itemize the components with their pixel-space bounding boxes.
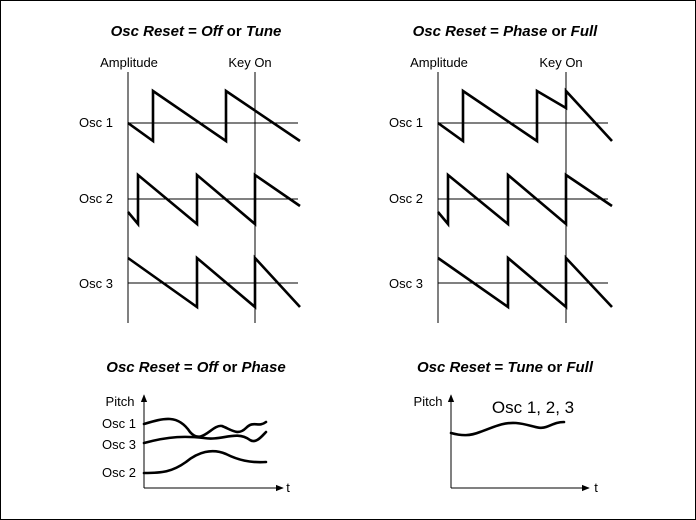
- osc-3-wave: [127, 254, 301, 310]
- amplitude-label: Amplitude: [100, 55, 158, 70]
- panel-title: Osc Reset = Tune or Full: [417, 359, 594, 376]
- osc-1-label: Osc 1: [389, 115, 423, 130]
- panel-bottom-right: Osc Reset = Tune or Full Pitch t Osc 1, …: [414, 359, 599, 495]
- osc-2-label: Osc 2: [389, 191, 423, 206]
- osc-3-label: Osc 3: [79, 276, 113, 291]
- osc-2-wave: [437, 172, 613, 228]
- osc-2-wave: [127, 172, 301, 228]
- osc-3-label: Osc 3: [102, 437, 136, 452]
- panel-title: Osc Reset = Off or Tune: [111, 23, 282, 40]
- osc-2-pitch-curve: [142, 449, 268, 475]
- osc-1-wave: [127, 88, 301, 144]
- t-label: t: [594, 480, 598, 495]
- t-label: t: [286, 480, 290, 495]
- osc-3-wave: [437, 254, 613, 310]
- pitch-label: Pitch: [414, 394, 443, 409]
- osc-3-pitch-curve: [142, 430, 268, 445]
- key-on-label: Key On: [228, 55, 271, 70]
- osc-1-2-3-pitch-curve: [449, 420, 566, 437]
- osc-1-wave: [437, 87, 613, 144]
- panel-title: Osc Reset = Off or Phase: [106, 359, 285, 376]
- key-on-label: Key On: [539, 55, 582, 70]
- osc-1-label: Osc 1: [79, 115, 113, 130]
- osc-3-label: Osc 3: [389, 276, 423, 291]
- osc-2-label: Osc 2: [79, 191, 113, 206]
- panel-bottom-left: Osc Reset = Off or Phase Pitch t Osc 1 O…: [102, 359, 290, 495]
- amplitude-label: Amplitude: [410, 55, 468, 70]
- pitch-label: Pitch: [106, 394, 135, 409]
- panel-title: Osc Reset = Phase or Full: [413, 23, 599, 40]
- osc-1-2-3-label: Osc 1, 2, 3: [492, 398, 574, 417]
- panel-top-left: Osc Reset = Off or Tune Amplitude Key On…: [79, 23, 301, 323]
- osc-1-label: Osc 1: [102, 416, 136, 431]
- panel-top-right: Osc Reset = Phase or Full Amplitude Key …: [389, 23, 613, 323]
- osc-2-label: Osc 2: [102, 465, 136, 480]
- osc-1-pitch-curve: [142, 417, 268, 438]
